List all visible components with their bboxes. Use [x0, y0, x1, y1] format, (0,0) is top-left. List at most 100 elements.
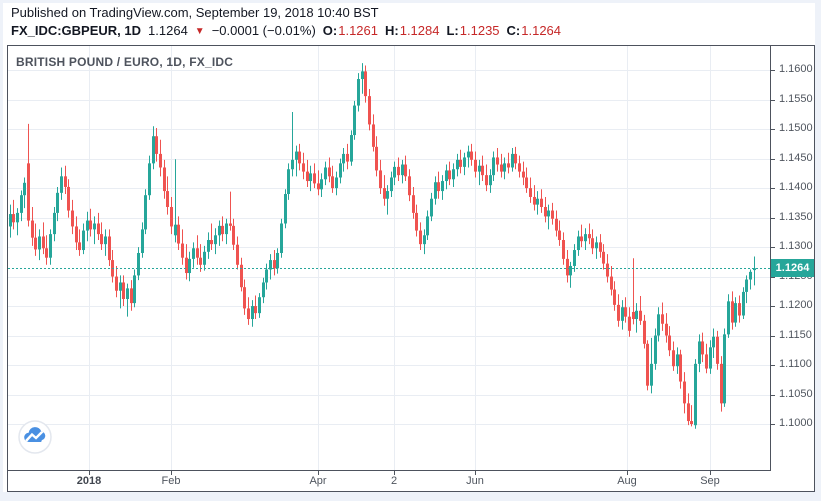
candle-body: [309, 173, 312, 182]
tradingview-logo[interactable]: [18, 420, 52, 454]
price-axis-label: 1.1200: [779, 299, 813, 311]
candle-body: [606, 263, 609, 277]
price-axis-label: 1.1450: [779, 152, 813, 164]
symbol-legend: FX_IDC:GBPEUR, 1D 1.1264 ▼ −0.0001 (−0.0…: [11, 23, 561, 38]
candle-body: [273, 260, 276, 269]
candle-body: [361, 71, 364, 80]
time-axis[interactable]: 2018 Feb Apr 2 Jun Aug Sep: [8, 471, 770, 490]
candle-body: [624, 307, 627, 317]
candle-body: [628, 316, 631, 331]
chart-title: BRITISH POUND / EURO, 1D, FX_IDC: [16, 55, 234, 69]
candle-body: [60, 176, 63, 193]
candle-body: [492, 157, 495, 176]
candle-body: [610, 276, 613, 290]
price-axis[interactable]: 1.1264 1.1000 1.1050 1.1100 1.1150 1.1200 1.1…: [771, 46, 814, 471]
candle-body: [97, 223, 100, 235]
candle-body: [577, 236, 580, 251]
time-tick: [710, 471, 711, 475]
candle-body: [412, 195, 415, 213]
candle-body: [408, 176, 411, 196]
candle-body: [404, 164, 407, 177]
candle-body: [705, 354, 708, 369]
price-tick: [771, 365, 775, 366]
legend-last-price: 1.1264: [148, 23, 188, 38]
candle-body: [426, 216, 429, 236]
candle-body: [397, 166, 400, 176]
time-axis-label: Jun: [466, 475, 484, 487]
candle-body: [602, 251, 605, 264]
chart-plot-area[interactable]: BRITISH POUND / EURO, 1D, FX_IDC: [8, 46, 771, 471]
candle-body: [342, 153, 345, 164]
candle-body: [734, 303, 737, 323]
candle-body: [181, 243, 184, 258]
candle-body: [448, 170, 451, 180]
candle-body: [452, 169, 455, 180]
candle-body: [262, 282, 265, 298]
price-tick: [771, 247, 775, 248]
candle-body: [415, 212, 418, 231]
candle-body: [295, 151, 298, 160]
candle-body: [562, 240, 565, 259]
down-triangle-icon: ▼: [194, 26, 205, 37]
candle-body: [27, 163, 30, 221]
candle-body: [518, 163, 521, 172]
candle-body: [42, 236, 45, 249]
candle-body: [665, 323, 668, 336]
candle-body: [45, 248, 48, 258]
price-axis-label: 1.1000: [779, 417, 813, 429]
candle-body: [122, 282, 125, 299]
candle-body: [130, 288, 133, 304]
candle-body: [745, 279, 748, 292]
candle-body: [672, 350, 675, 367]
candle-body: [694, 363, 697, 426]
candle-body: [207, 240, 210, 252]
candle-body: [108, 236, 111, 261]
candle-body: [86, 220, 89, 231]
candle-body: [89, 220, 92, 230]
candle-body: [437, 182, 440, 192]
candle-body: [401, 164, 404, 176]
candle-body: [635, 310, 638, 320]
candle-body: [566, 258, 569, 276]
candle-body: [221, 225, 224, 235]
candle-body: [474, 159, 477, 172]
candle-body: [320, 179, 323, 190]
candle-body: [595, 242, 598, 249]
candlestick-canvas[interactable]: [8, 46, 770, 470]
candle-body: [613, 289, 616, 305]
candle-body: [12, 214, 15, 223]
candle-body: [580, 236, 583, 242]
candle-body: [78, 242, 81, 251]
candle-body: [166, 191, 169, 207]
time-axis-label: Aug: [617, 475, 637, 487]
candle-body: [712, 336, 715, 348]
candle-body: [203, 251, 206, 265]
candle-body: [621, 307, 624, 321]
price-tick: [771, 277, 775, 278]
candle-body: [353, 105, 356, 136]
time-axis-label: Apr: [309, 475, 327, 487]
candle-body: [199, 257, 202, 265]
price-tick: [771, 306, 775, 307]
candle-body: [148, 163, 151, 196]
price-axis-label: 1.1300: [779, 240, 813, 252]
candle-body: [481, 165, 484, 176]
price-tick: [771, 70, 775, 71]
published-line: Published on TradingView.com, September …: [11, 5, 379, 20]
time-tick: [171, 471, 172, 475]
candle-body: [53, 212, 56, 235]
candle-body: [668, 335, 671, 351]
candle-body: [302, 163, 305, 172]
candle-body: [115, 276, 118, 291]
price-axis-label: 1.1500: [779, 122, 813, 134]
candle-body: [456, 159, 459, 170]
candle-body: [547, 210, 550, 217]
candle-body: [188, 258, 191, 274]
cloud-chart-glyph: [24, 427, 46, 443]
candle-body: [514, 153, 517, 164]
candle-body: [313, 173, 316, 184]
time-tick: [475, 471, 476, 475]
symbol-ticker: FX_IDC:GBPEUR, 1D: [11, 23, 142, 38]
candle-body: [49, 234, 52, 258]
candle-body: [375, 146, 378, 171]
